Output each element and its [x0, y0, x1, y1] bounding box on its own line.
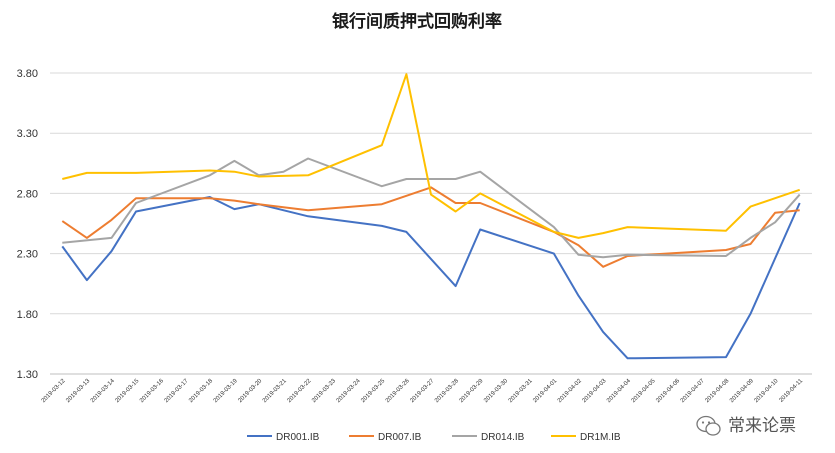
watermark-text: 常来论票 — [728, 416, 796, 436]
x-tick-label: 2019-04-05 — [631, 378, 657, 404]
x-tick-label: 2019-03-15 — [114, 378, 140, 404]
x-tick-label: 2019-03-25 — [360, 378, 386, 404]
legend-label: DR007.IB — [378, 432, 422, 443]
x-tick-label: 2019-03-13 — [65, 378, 91, 404]
y-tick-label: 2.30 — [17, 249, 38, 261]
x-tick-label: 2019-04-02 — [557, 378, 583, 404]
y-tick-label: 1.80 — [17, 309, 38, 321]
y-tick-label: 2.80 — [17, 188, 38, 200]
x-axis-ticks: 2019-03-122019-03-132019-03-142019-03-15… — [41, 378, 805, 404]
series-line-dr014-ib — [62, 157, 801, 259]
x-tick-label: 2019-03-27 — [409, 378, 435, 404]
x-tick-label: 2019-03-18 — [188, 378, 214, 404]
series-line-dr001-ib — [61, 196, 801, 360]
x-tick-label: 2019-04-10 — [754, 378, 780, 404]
y-tick-label: 1.30 — [17, 369, 38, 381]
x-tick-label: 2019-03-20 — [237, 378, 263, 404]
x-tick-label: 2019-03-26 — [385, 378, 411, 404]
x-tick-label: 2019-04-08 — [704, 378, 730, 404]
y-tick-label: 3.30 — [17, 128, 38, 140]
legend-label: DR1M.IB — [580, 432, 621, 443]
x-tick-label: 2019-03-16 — [139, 378, 165, 404]
y-tick-label: 3.80 — [17, 68, 38, 80]
chart-title: 银行间质押式回购利率 — [332, 11, 502, 32]
legend-item: DR1M.IB — [551, 432, 621, 443]
legend-label: DR001.IB — [276, 432, 320, 443]
x-tick-label: 2019-03-28 — [434, 378, 460, 404]
x-tick-label: 2019-04-11 — [778, 378, 804, 404]
legend-label: DR014.IB — [481, 432, 525, 443]
grid-lines — [50, 72, 812, 375]
x-tick-label: 2019-03-21 — [262, 378, 288, 404]
x-tick-label: 2019-04-03 — [582, 378, 608, 404]
x-tick-label: 2019-03-29 — [459, 378, 485, 404]
watermark: 常来论票 — [696, 415, 796, 436]
wechat-icon — [696, 415, 721, 436]
legend-item: DR014.IB — [452, 432, 525, 443]
x-tick-label: 2019-03-24 — [336, 378, 362, 404]
series-line-dr007-ib — [61, 186, 800, 268]
x-tick-label: 2019-04-09 — [729, 378, 755, 404]
x-tick-label: 2019-03-12 — [41, 378, 67, 404]
series-line-dr1m-ib — [62, 73, 801, 239]
y-axis-ticks: 1.30 1.80 2.30 2.80 3.30 3.80 — [17, 68, 38, 381]
x-tick-label: 2019-04-01 — [532, 378, 558, 404]
x-tick-label: 2019-03-22 — [287, 378, 313, 404]
legend-item: DR001.IB — [247, 432, 320, 443]
x-tick-label: 2019-03-14 — [90, 378, 116, 404]
x-tick-label: 2019-03-31 — [508, 378, 534, 404]
legend-item: DR007.IB — [349, 432, 422, 443]
series-lines — [61, 73, 801, 360]
legend: DR001.IB DR007.IB DR014.IB DR1M.IB — [247, 432, 621, 443]
x-tick-label: 2019-03-23 — [311, 378, 337, 404]
x-tick-label: 2019-03-30 — [483, 378, 509, 404]
x-tick-label: 2019-04-06 — [655, 378, 681, 404]
x-tick-label: 2019-04-04 — [606, 378, 632, 404]
x-tick-label: 2019-04-07 — [680, 378, 706, 404]
x-tick-label: 2019-03-17 — [164, 378, 190, 404]
x-tick-label: 2019-03-19 — [213, 378, 239, 404]
